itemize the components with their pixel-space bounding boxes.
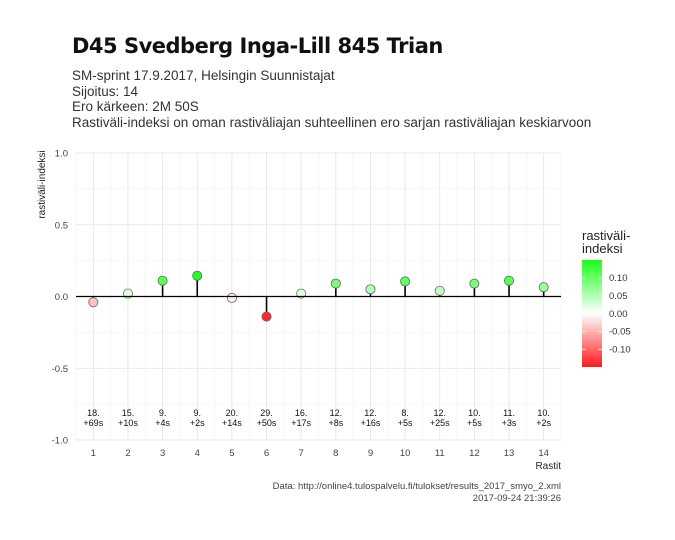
lollipop-point	[330, 278, 341, 289]
subtitle-line-placing: Sijoitus: 14	[72, 83, 139, 99]
rank-label: 18.	[87, 408, 100, 418]
rank-label: 8.	[401, 408, 409, 418]
time-diff-label: +5s	[398, 418, 413, 428]
y-tick-label: -1.0	[52, 436, 68, 447]
lollipop-point	[538, 282, 549, 293]
x-tick-label: 1	[91, 448, 96, 459]
axes: -1.0-0.50.00.51.01 2 3 4 5 6 7 8 9 10 11 12 13 14Rast…	[37, 149, 561, 473]
x-tick-label: 13	[504, 448, 515, 459]
rank-label: 29.	[260, 408, 273, 418]
x-tick-label: 8	[333, 448, 338, 459]
y-tick-label: 0.5	[55, 220, 68, 231]
chart-title: D45 Svedberg Inga-Lill 845 Trian	[72, 34, 443, 58]
time-diff-label: +5s	[467, 418, 482, 428]
time-diff-label: +10s	[118, 418, 138, 428]
y-tick-label: -0.5	[52, 364, 68, 375]
lollipop-point	[504, 275, 515, 286]
time-diff-label: +16s	[361, 418, 381, 428]
x-tick-label: 12	[469, 448, 480, 459]
x-tick-label: 6	[264, 448, 269, 459]
rank-label: 10.	[468, 408, 481, 418]
legend-tick-label: 0.00	[609, 309, 628, 320]
lollipop-point	[261, 311, 272, 322]
rank-label: 20.	[226, 408, 239, 418]
time-diff-label: +2s	[536, 418, 551, 428]
legend-title-line-2: indeksi	[582, 241, 623, 256]
lollipop-point	[365, 284, 376, 295]
time-diff-label: +14s	[222, 418, 242, 428]
caption-source: Data: http://online4.tulospalvelu.fi/tul…	[272, 481, 561, 492]
time-diff-label: +69s	[83, 418, 103, 428]
rank-label: 9.	[193, 408, 201, 418]
x-tick-label: 11	[435, 448, 445, 459]
legend-colorbar	[582, 260, 602, 367]
y-tick-label: 1.0	[55, 149, 68, 160]
x-tick-label: 10	[400, 448, 411, 459]
lollipop-point	[192, 270, 203, 281]
legend-tick-label: -0.05	[609, 327, 631, 338]
x-tick-label: 3	[160, 448, 165, 459]
subtitle-line-description: Rastiväli-indeksi on oman rastiväliajan …	[72, 114, 592, 130]
legend-tick-label: 0.10	[609, 273, 628, 284]
x-tick-label: 7	[299, 448, 304, 459]
lollipop-point	[469, 278, 480, 289]
y-axis-title: rastiväli-indeksi	[37, 150, 48, 218]
rank-label: 15.	[122, 408, 135, 418]
x-tick-label: 14	[538, 448, 549, 459]
y-tick-label: 0.0	[55, 292, 68, 303]
time-diff-label: +2s	[190, 418, 205, 428]
lollipop-point	[400, 276, 411, 287]
rank-label: 11.	[503, 408, 515, 418]
rank-label: 12.	[433, 408, 446, 418]
rank-label: 12.	[330, 408, 343, 418]
rank-label: 16.	[295, 408, 308, 418]
x-axis-title: Rastit	[535, 461, 561, 472]
legend-tick-label: 0.05	[609, 291, 628, 302]
legend-title-line-1: rastiväli-	[582, 228, 630, 243]
time-diff-label: +25s	[430, 418, 450, 428]
rank-label: 10.	[537, 408, 550, 418]
time-diff-label: +50s	[257, 418, 277, 428]
rank-label: 12.	[364, 408, 377, 418]
x-tick-label: 2	[125, 448, 130, 459]
subtitle-line-gap: Ero kärkeen: 2M 50S	[72, 99, 199, 114]
lollipop-point	[434, 285, 445, 296]
time-diff-label: +8s	[328, 418, 343, 428]
time-diff-label: +17s	[291, 418, 311, 428]
data-marks: 18.+69s15.+10s9.+4s9.+2s20.+14s29.+50s16…	[83, 270, 552, 428]
chart-caption: Data: http://online4.tulospalvelu.fi/tul…	[273, 481, 561, 505]
color-legend: rastiväli- indeksi 0.10 0.05 0.00 -0.05 -0.1…	[582, 228, 631, 367]
chart-subtitle: SM-sprint 17.9.2017, Helsingin Suunnista…	[72, 68, 591, 130]
x-tick-label: 9	[368, 448, 373, 459]
x-tick-label: 4	[195, 448, 200, 459]
time-diff-label: +4s	[155, 418, 170, 428]
rank-label: 9.	[159, 408, 167, 418]
lollipop-point	[88, 297, 99, 308]
lollipop-point	[157, 275, 168, 286]
caption-timestamp: 2017-09-24 21:39:26	[472, 493, 561, 504]
time-diff-label: +3s	[502, 418, 517, 428]
subtitle-line-event: SM-sprint 17.9.2017, Helsingin Suunnista…	[72, 68, 335, 83]
x-tick-label: 5	[229, 448, 234, 459]
legend-tick-label: -0.10	[609, 344, 631, 355]
lollipop-point	[226, 292, 237, 303]
